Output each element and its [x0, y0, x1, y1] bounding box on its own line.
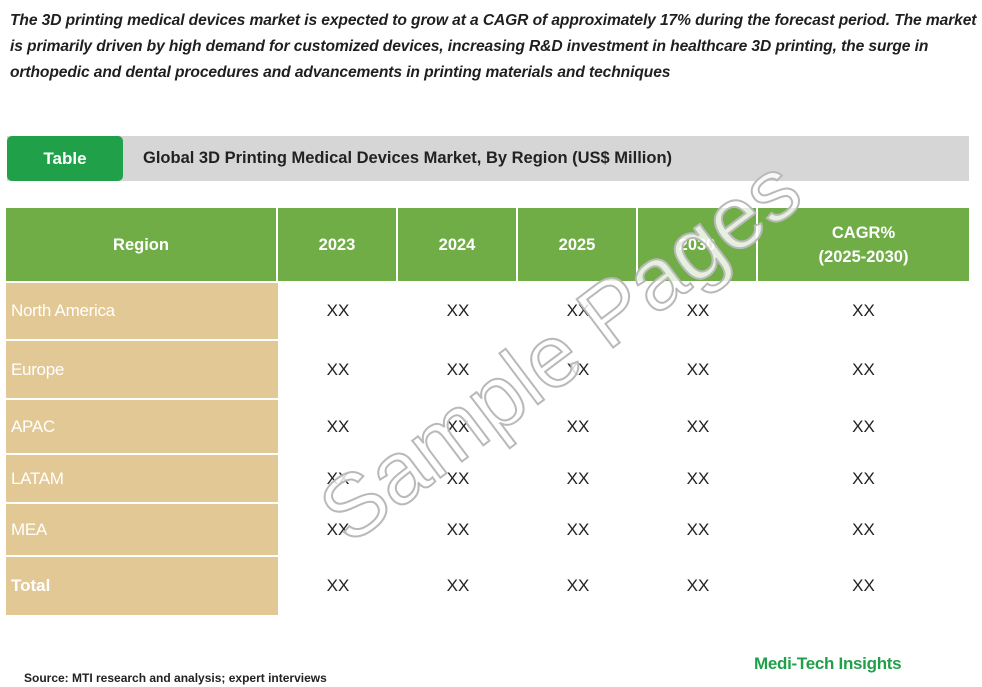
cagr-period: (2025-2030)	[818, 247, 909, 266]
column-header-2025: 2025	[518, 208, 638, 281]
column-header-2024: 2024	[398, 208, 518, 281]
value-cell: XX	[758, 398, 969, 453]
table-row: APAC XX XX XX XX XX	[6, 398, 969, 453]
value-cell: XX	[638, 453, 758, 502]
value-cell: XX	[518, 281, 638, 339]
market-table: Region 2023 2024 2025 2030 CAGR% (2025-2…	[6, 208, 969, 615]
value-cell: XX	[278, 339, 398, 398]
value-cell: XX	[758, 555, 969, 615]
value-cell: XX	[758, 502, 969, 555]
value-cell: XX	[638, 555, 758, 615]
table-tag: Table	[7, 136, 123, 181]
value-cell: XX	[398, 555, 518, 615]
table-header-row: Region 2023 2024 2025 2030 CAGR% (2025-2…	[6, 208, 969, 281]
value-cell: XX	[398, 398, 518, 453]
value-cell: XX	[278, 398, 398, 453]
value-cell: XX	[758, 281, 969, 339]
value-cell: XX	[278, 502, 398, 555]
value-cell: XX	[398, 339, 518, 398]
table-row-total: Total XX XX XX XX XX	[6, 555, 969, 615]
region-cell: MEA	[6, 502, 278, 555]
value-cell: XX	[638, 502, 758, 555]
table-row: North America XX XX XX XX XX	[6, 281, 969, 339]
column-header-2030: 2030	[638, 208, 758, 281]
value-cell: XX	[758, 453, 969, 502]
value-cell: XX	[398, 453, 518, 502]
table-title: Global 3D Printing Medical Devices Marke…	[143, 149, 673, 167]
value-cell: XX	[518, 453, 638, 502]
column-header-2023: 2023	[278, 208, 398, 281]
table-row: Europe XX XX XX XX XX	[6, 339, 969, 398]
value-cell: XX	[398, 281, 518, 339]
region-cell: North America	[6, 281, 278, 339]
value-cell: XX	[638, 398, 758, 453]
value-cell: XX	[278, 453, 398, 502]
value-cell: XX	[518, 398, 638, 453]
region-cell: APAC	[6, 398, 278, 453]
value-cell: XX	[638, 339, 758, 398]
value-cell: XX	[278, 555, 398, 615]
brand-logo: Medi-Tech Insights	[754, 654, 902, 673]
intro-paragraph: The 3D printing medical devices market i…	[10, 12, 977, 81]
value-cell: XX	[398, 502, 518, 555]
region-cell: Europe	[6, 339, 278, 398]
column-header-cagr: CAGR% (2025-2030)	[758, 208, 969, 281]
cagr-label: CAGR%	[831, 223, 896, 242]
value-cell: XX	[518, 339, 638, 398]
value-cell: XX	[278, 281, 398, 339]
value-cell: XX	[638, 281, 758, 339]
table-title-bar: Table Global 3D Printing Medical Devices…	[7, 136, 969, 181]
column-header-region: Region	[6, 208, 278, 281]
value-cell: XX	[518, 502, 638, 555]
region-cell: LATAM	[6, 453, 278, 502]
table-row: LATAM XX XX XX XX XX	[6, 453, 969, 502]
total-cell: Total	[6, 555, 278, 615]
value-cell: XX	[758, 339, 969, 398]
value-cell: XX	[518, 555, 638, 615]
table-row: MEA XX XX XX XX XX	[6, 502, 969, 555]
source-note: Source: MTI research and analysis; exper…	[24, 671, 327, 685]
